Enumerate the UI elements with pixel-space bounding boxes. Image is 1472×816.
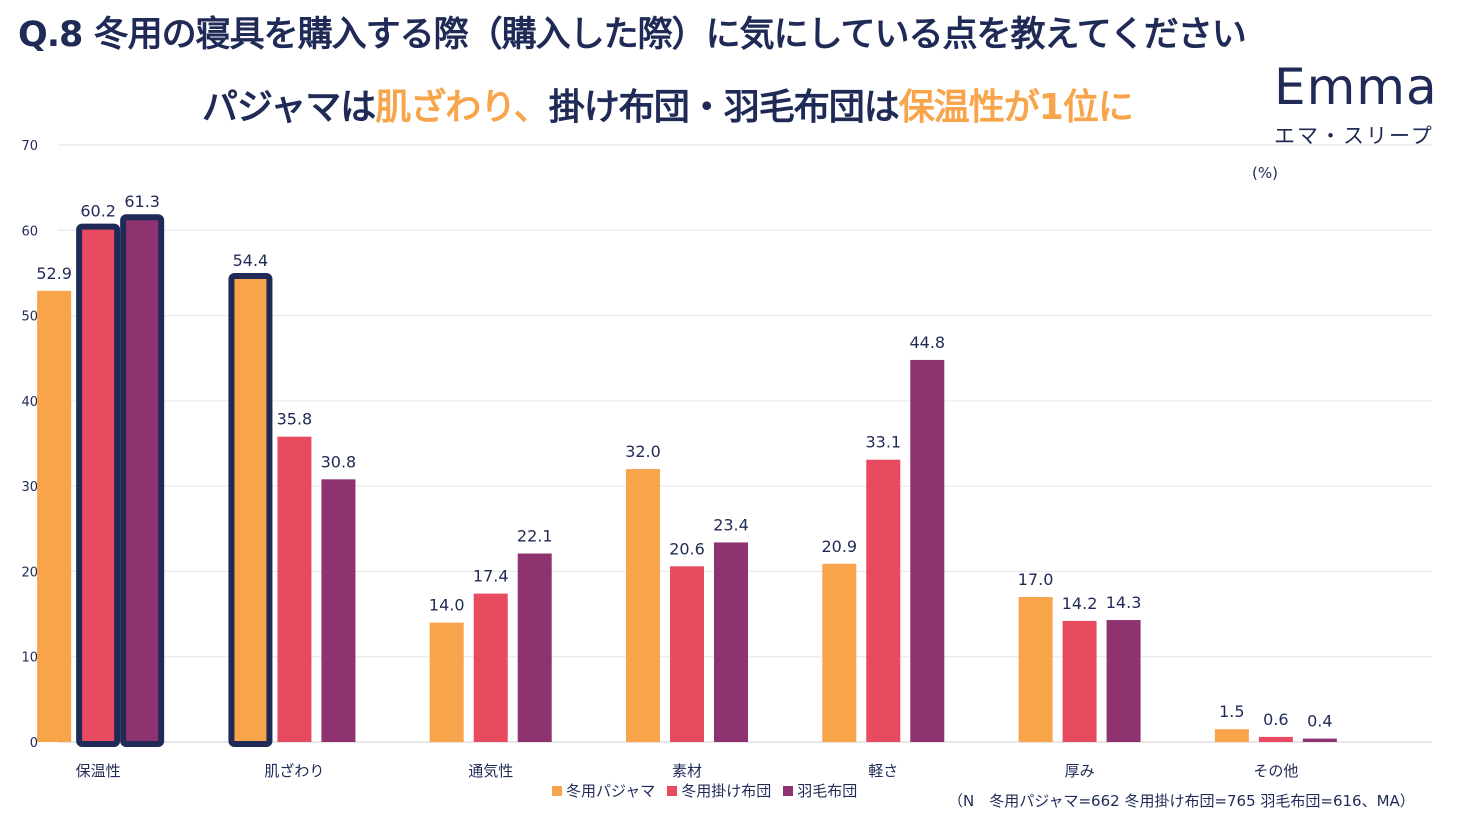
legend-item-pajama: 冬用パジャマ bbox=[552, 780, 655, 801]
bar-down bbox=[1302, 738, 1337, 742]
chart-legend: 冬用パジャマ 冬用掛け布団 羽毛布団 bbox=[552, 780, 857, 801]
subtitle-part: 保温性が1位に bbox=[898, 87, 1134, 128]
bar-pajama bbox=[822, 563, 857, 742]
bar-comforter bbox=[473, 593, 508, 742]
x-tick-label: 厚み bbox=[1065, 762, 1095, 780]
bar-comforter bbox=[670, 566, 704, 742]
sample-footnote: （N 冬用パジャマ=662 冬用掛け布団=765 羽毛布団=616、MA） bbox=[948, 792, 1415, 810]
data-label: 14.0 bbox=[429, 596, 465, 615]
bar-comforter bbox=[1258, 736, 1293, 742]
legend-swatch-down bbox=[783, 785, 794, 796]
x-tick-label: 通気性 bbox=[468, 762, 513, 780]
legend-label: 羽毛布団 bbox=[797, 782, 858, 800]
x-tick-label: 素材 bbox=[672, 762, 702, 780]
bar-down bbox=[125, 219, 160, 742]
subtitle-part: 肌ざわり、 bbox=[375, 87, 550, 128]
data-label: 17.0 bbox=[1018, 570, 1054, 589]
logo-kana: エマ・スリープ bbox=[1274, 124, 1434, 148]
y-tick-label: 0 bbox=[30, 736, 38, 751]
data-label: 61.3 bbox=[124, 192, 160, 211]
x-tick-label: 保温性 bbox=[76, 762, 121, 780]
data-label: 1.5 bbox=[1219, 702, 1244, 721]
legend-item-down: 羽毛布団 bbox=[783, 780, 857, 801]
data-label: 0.4 bbox=[1307, 712, 1332, 731]
bar-pajama bbox=[233, 278, 268, 742]
legend-label: 冬用パジャマ bbox=[566, 782, 656, 800]
data-label: 33.1 bbox=[865, 433, 901, 452]
y-tick-label: 40 bbox=[21, 395, 38, 410]
legend-item-comforter: 冬用掛け布団 bbox=[667, 780, 771, 801]
unit-label: (%) bbox=[1252, 164, 1278, 182]
bar-highlight-frame bbox=[76, 223, 121, 747]
bar-pajama bbox=[626, 469, 660, 742]
y-tick-label: 70 bbox=[21, 139, 38, 154]
bar-highlight-frame bbox=[228, 273, 273, 747]
page-title: Q.8 冬用の寝具を購入する際（購入した際）に気にしている点を教えてください bbox=[18, 15, 1247, 55]
data-label: 17.4 bbox=[473, 567, 509, 586]
bar-comforter bbox=[81, 228, 116, 742]
x-tick-label: その他 bbox=[1253, 762, 1298, 780]
x-tick-label: 軽さ bbox=[868, 762, 898, 780]
x-tick-label: 肌ざわり bbox=[264, 762, 324, 780]
bar-down bbox=[1106, 620, 1141, 742]
bar-highlight-frame bbox=[120, 214, 165, 748]
data-label: 22.1 bbox=[517, 527, 553, 546]
data-label: 14.2 bbox=[1062, 594, 1098, 613]
data-label: 23.4 bbox=[713, 515, 749, 534]
bar-down bbox=[714, 542, 748, 742]
y-tick-label: 20 bbox=[21, 565, 38, 580]
bar-pajama bbox=[429, 622, 464, 742]
data-label: 35.8 bbox=[277, 410, 313, 429]
y-tick-label: 10 bbox=[21, 651, 38, 666]
subtitle-part: 掛け布団・羽毛布団は bbox=[548, 87, 900, 128]
bar-pajama bbox=[37, 290, 72, 742]
data-label: 20.9 bbox=[821, 537, 857, 556]
legend-swatch-comforter bbox=[667, 785, 678, 796]
bar-pajama bbox=[1018, 597, 1053, 742]
bar-comforter bbox=[866, 459, 901, 742]
subtitle-part: パジャマは bbox=[202, 87, 376, 128]
data-label: 54.4 bbox=[233, 251, 269, 270]
y-tick-label: 30 bbox=[21, 480, 38, 495]
y-tick-label: 50 bbox=[21, 310, 38, 325]
legend-label: 冬用掛け布団 bbox=[681, 782, 772, 800]
bar-pajama bbox=[1214, 729, 1249, 742]
data-label: 52.9 bbox=[36, 264, 72, 283]
bar-comforter bbox=[277, 436, 312, 742]
data-label: 60.2 bbox=[80, 202, 116, 221]
legend-swatch-pajama bbox=[552, 785, 562, 796]
bar-down bbox=[321, 479, 356, 742]
brand-logo: Emma エマ・スリープ bbox=[1268, 58, 1448, 154]
data-label: 14.3 bbox=[1106, 593, 1142, 612]
bar-down bbox=[517, 553, 552, 742]
data-label: 44.8 bbox=[909, 333, 945, 352]
bar-comforter bbox=[1062, 620, 1097, 742]
data-label: 32.0 bbox=[625, 442, 661, 461]
data-label: 30.8 bbox=[321, 452, 357, 471]
logo-word: Emma bbox=[1274, 58, 1438, 116]
data-label: 0.6 bbox=[1263, 710, 1288, 729]
y-tick-label: 60 bbox=[21, 224, 38, 239]
data-label: 20.6 bbox=[669, 539, 705, 558]
subtitle: パジャマは肌ざわり、掛け布団・羽毛布団は保温性が1位に bbox=[202, 78, 1134, 130]
bar-down bbox=[910, 359, 945, 742]
